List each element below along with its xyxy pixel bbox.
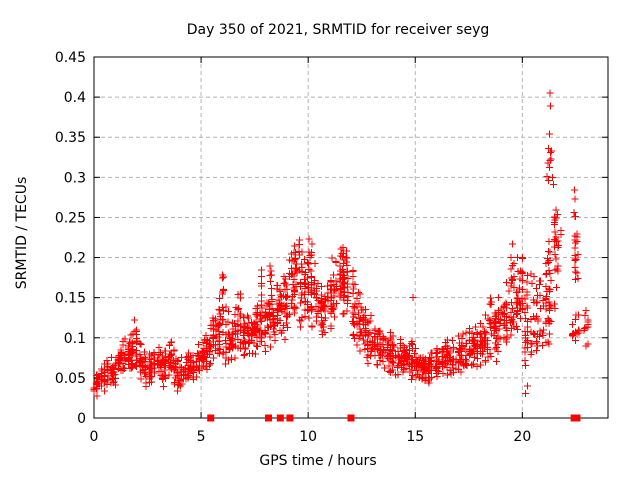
- y-tick-label: 0.05: [55, 371, 86, 387]
- y-tick-label: 0.1: [64, 331, 86, 347]
- y-tick-label: 0.35: [55, 130, 86, 146]
- y-tick-label: 0.25: [55, 210, 86, 226]
- event-marker: [207, 414, 215, 422]
- y-tick-label: 0.2: [64, 251, 86, 267]
- event-marker: [573, 414, 581, 422]
- event-marker: [276, 414, 284, 422]
- event-marker: [347, 414, 355, 422]
- x-axis-label: GPS time / hours: [259, 453, 377, 469]
- chart-title: Day 350 of 2021, SRMTID for receiver sey…: [186, 22, 490, 38]
- y-tick-label: 0.3: [64, 170, 86, 186]
- x-tick-label: 15: [406, 429, 424, 445]
- event-marker: [286, 414, 294, 422]
- data-points: [90, 89, 592, 400]
- x-tick-label: 10: [299, 429, 317, 445]
- x-tick-label: 20: [513, 429, 531, 445]
- x-tick-label: 5: [197, 429, 206, 445]
- x-tick-label: 0: [90, 429, 99, 445]
- y-tick-label: 0.4: [64, 90, 86, 106]
- y-tick-label: 0: [77, 411, 86, 427]
- event-marker: [265, 414, 273, 422]
- y-tick-label: 0.15: [55, 291, 86, 307]
- y-tick-label: 0.45: [55, 50, 86, 66]
